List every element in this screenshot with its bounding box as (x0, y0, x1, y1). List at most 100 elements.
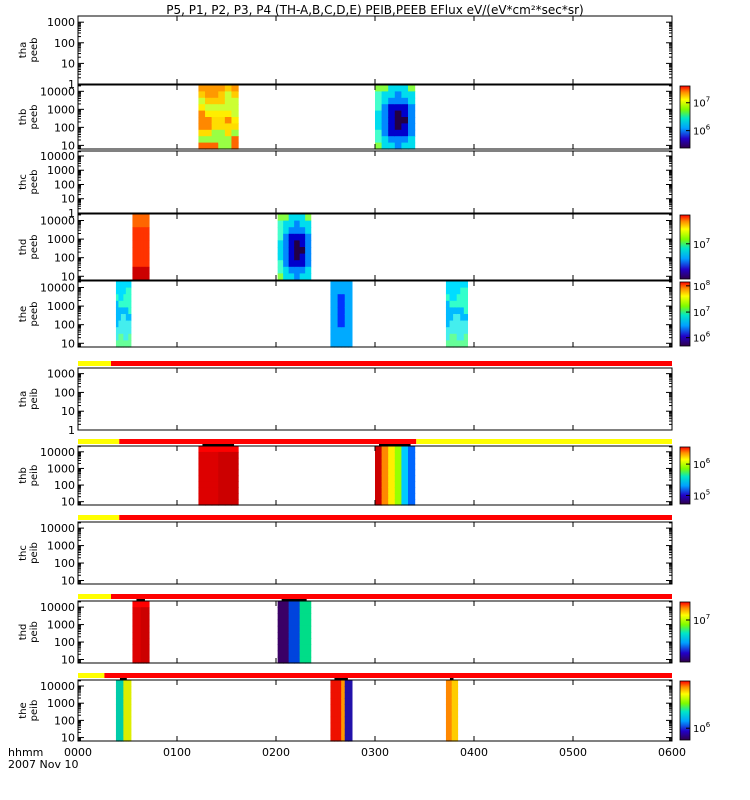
heatmap-cell (143, 227, 147, 235)
heatmap-cell (137, 253, 142, 261)
date-label: 2007 Nov 10 (8, 758, 78, 771)
heatmap-cell (123, 314, 127, 322)
heatmap-cell (394, 117, 402, 124)
heatmap-cell (344, 281, 349, 289)
heatmap-cell (330, 698, 335, 705)
heatmap-cell (449, 686, 453, 693)
heatmap-cell (198, 91, 206, 99)
heatmap-cell (198, 117, 206, 124)
heatmap-cell (198, 493, 206, 500)
x-tick-label: 0400 (460, 746, 488, 759)
heatmap-cell (132, 260, 136, 268)
heatmap-cell (143, 644, 147, 652)
heatmap-cell (388, 91, 396, 99)
heatmap-cell (381, 110, 389, 118)
heatmap-cell (401, 469, 409, 477)
heatmap-cell (143, 607, 147, 614)
heatmap-cell (283, 601, 290, 608)
heatmap-cell (334, 287, 339, 295)
heatmap-cell (140, 619, 145, 627)
heatmap-cell (118, 307, 122, 315)
heatmap-cell (401, 457, 409, 465)
heatmap-cell (135, 247, 139, 255)
y-tick-label: 1000 (47, 300, 75, 313)
heatmap-cell (449, 728, 453, 736)
heatmap-cell (375, 457, 383, 465)
heatmap-cell (198, 85, 206, 92)
heatmap-cell (283, 619, 290, 627)
heatmap-cell (211, 487, 219, 494)
heatmap-cell (137, 214, 142, 222)
heatmap-cell (128, 281, 132, 289)
heatmap-cell (453, 333, 458, 341)
heatmap-cell (453, 698, 457, 705)
heatmap-cell (128, 333, 132, 341)
heatmap-cell (140, 625, 145, 633)
heatmap-cell (211, 136, 219, 144)
heatmap-cell (135, 601, 139, 608)
y-tick-label: 1 (68, 207, 75, 220)
heatmap-cell (123, 716, 127, 724)
heatmap-cell (277, 656, 284, 664)
heatmap-cell (445, 294, 451, 302)
heatmap-cell (132, 214, 136, 222)
heatmap-cell (205, 469, 213, 477)
heatmap-cell (120, 314, 124, 322)
y-tick-label: 10000 (40, 85, 75, 98)
heatmap-cell (128, 320, 132, 328)
heatmap-cell (305, 240, 312, 248)
heatmap-cell (408, 481, 416, 488)
heatmap-cell (456, 333, 461, 341)
heatmap-cell (299, 625, 306, 633)
heatmap-cell (140, 240, 145, 248)
heatmap-cell (453, 734, 457, 742)
heatmap-cell (445, 287, 451, 295)
heatmap-cell (277, 214, 284, 222)
heatmap-cell (211, 451, 219, 459)
heatmap-cell (132, 644, 136, 652)
heatmap-cell (218, 446, 226, 453)
heatmap-cell (447, 686, 451, 693)
heatmap-cell (330, 692, 335, 699)
heatmap-cell (115, 314, 120, 322)
heatmap-cell (211, 142, 219, 150)
heatmap-cell (118, 728, 122, 736)
y-tick-label: 1 (68, 424, 75, 437)
heatmap-cell (288, 656, 295, 664)
x-tick-label: 0100 (163, 746, 191, 759)
heatmap-cell (344, 692, 349, 699)
heatmap-cell (334, 698, 339, 705)
heatmap-cell (115, 327, 120, 335)
heatmap-cell (140, 247, 145, 255)
heatmap-cell (463, 320, 468, 328)
heatmap-cell (277, 253, 284, 261)
heatmap-cell (120, 734, 124, 742)
heatmap-cell (341, 698, 346, 705)
heatmap-cell (294, 613, 301, 621)
heatmap-cell (135, 227, 139, 235)
heatmap-cell (224, 469, 233, 477)
y-axis-probe: thb (18, 109, 29, 126)
panel-frame (77, 280, 673, 348)
heatmap-cell (456, 281, 461, 289)
panel-frame (77, 367, 673, 431)
heatmap-cell (294, 253, 301, 261)
colorbar-scale (679, 601, 691, 663)
heatmap-cell (198, 110, 206, 118)
heatmap-cell (277, 650, 284, 658)
heatmap-cell (381, 123, 389, 131)
heatmap-cell (447, 692, 451, 699)
heatmap-cell (344, 333, 349, 341)
heatmap-cell (288, 247, 295, 255)
heatmap-cell (394, 446, 402, 453)
heatmap-cell (401, 136, 409, 144)
heatmap-cell (445, 340, 451, 348)
heatmap-cell (344, 307, 349, 315)
heatmap-cell (277, 240, 284, 248)
heatmap-cell (218, 481, 226, 488)
heatmap-cell (341, 710, 346, 718)
heatmap-cell (283, 247, 290, 255)
heatmap-cell (118, 281, 122, 289)
heatmap-cell (231, 493, 239, 500)
